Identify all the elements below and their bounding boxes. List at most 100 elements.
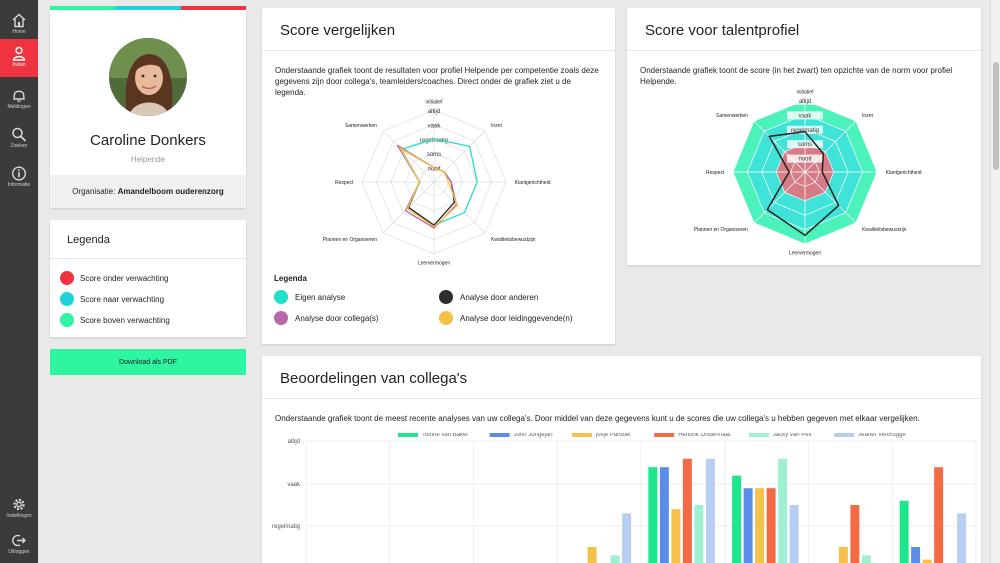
axis-label-samenwerken: Samenwerken xyxy=(716,113,748,119)
organisation-value: Amandelboom ouderenzorg xyxy=(117,187,224,196)
scrollbar[interactable] xyxy=(990,0,1000,563)
bar-jeanet-verbrugge xyxy=(789,505,799,563)
axis-label-kwaliteitsbewustzijn: Kwaliteitsbewustzijn xyxy=(491,237,536,243)
profile-card: Caroline Donkers Helpende Organisatie: A… xyxy=(50,6,246,208)
bar-legend-jeanet-verbrugge: Jeanet Verbrugge xyxy=(858,433,906,438)
compare-radar-chart: nooit soms regelmatig vaak altijd initiatief I… xyxy=(323,99,551,267)
bar-toinne-van-bakel xyxy=(899,500,909,563)
legend-label-below: Score onder verwachting xyxy=(80,273,169,283)
level-label-bg xyxy=(787,140,823,149)
nav-zoeken[interactable]: Zoeken xyxy=(0,120,38,158)
bar-josje-pardoel xyxy=(587,547,597,563)
legend-item-above: Score boven verwachting xyxy=(60,312,170,328)
nav-instellingen[interactable]: Instellingen xyxy=(0,490,38,528)
level-label-nooit: nooit xyxy=(798,157,811,163)
legend-dot-green xyxy=(60,313,74,327)
level-label-altijd: altijd xyxy=(799,99,811,105)
nav-zoeken-label: Zoeken xyxy=(10,143,28,149)
nav-informatie[interactable]: Informatie xyxy=(0,159,38,197)
bar-hendrik-ondermaat xyxy=(934,467,944,563)
nav-home[interactable]: Home xyxy=(0,6,38,44)
info-icon xyxy=(11,166,27,181)
legend-item-below: Score onder verwachting xyxy=(60,270,169,286)
colleagues-description: Onderstaande grafiek toont de meest rece… xyxy=(275,414,920,423)
colleagues-bar-chart: regelmatig vaak altijd Toinne van Bakel John… xyxy=(272,433,977,563)
search-icon xyxy=(12,127,27,142)
level-label-altijd: altijd xyxy=(428,109,440,115)
nav-inzien[interactable]: Inzien xyxy=(0,39,38,77)
compare-card: Score vergelijken Onderstaande grafiek t… xyxy=(262,8,615,344)
nav-uitloggen[interactable]: Uitloggen xyxy=(0,526,38,563)
avatar xyxy=(109,38,187,116)
gear-icon xyxy=(13,498,25,511)
bar-josje-pardoel xyxy=(755,488,765,563)
bell-icon xyxy=(13,90,25,103)
colleagues-card: Beoordelingen van collega's Onderstaande… xyxy=(262,356,981,563)
user-icon xyxy=(12,46,26,61)
bar-legend-swatch-john-jongejan xyxy=(489,433,510,437)
level-label-bg xyxy=(787,97,823,105)
bar-toinne-van-bakel xyxy=(648,467,658,563)
talent-radar-chart: nooit soms regelmatig vaak altijd initiatief I… xyxy=(694,89,922,257)
bar-john-jongejan xyxy=(911,547,921,563)
bar-legend-swatch-jeanet-verbrugge xyxy=(834,433,855,437)
compare-legend-others-label: Analyse door anderen xyxy=(460,292,539,302)
scrollbar-thumb[interactable] xyxy=(993,62,999,170)
sidebar-nav: Home Inzien Meldingen Zoeken Informatie … xyxy=(0,0,38,563)
legend-dot-colleagues xyxy=(274,311,288,325)
legend-item-expected: Score naar verwachting xyxy=(60,291,164,307)
level-label-regelmatig: regelmatig xyxy=(791,128,819,134)
profile-color-bar xyxy=(50,6,246,10)
axis-label-klantgerichtheid: Klantgerichtheid xyxy=(886,170,922,176)
axis-label-kwaliteitsbewustzijn: Kwaliteitsbewustzijn xyxy=(862,227,907,233)
compare-legend-others: Analyse door anderen xyxy=(439,290,538,304)
nav-uitloggen-label: Uitloggen xyxy=(8,549,30,555)
y-tick-vaak: vaak xyxy=(287,482,301,488)
level-label-soms: soms xyxy=(427,152,441,158)
bar-hendrik-ondermaat xyxy=(766,488,776,563)
radar-series-analyse-door-anderen xyxy=(397,145,456,227)
axis-label-leervermogen: Leervermogen xyxy=(418,261,450,267)
radar-spoke xyxy=(753,171,806,224)
bar-legend-swatch-hendrik-ondermaat xyxy=(654,433,675,437)
colleagues-title: Beoordelingen van collega's xyxy=(262,356,981,399)
legend-dot-red xyxy=(60,271,74,285)
talent-description: Onderstaande grafiek toont de score (in … xyxy=(640,66,953,86)
level-label-nooit: nooit xyxy=(427,167,440,173)
axis-label-plannen-en-organiseren: Plannen en Organiseren xyxy=(323,237,377,243)
y-tick-regelmatig: regelmatig xyxy=(272,524,300,530)
legend-dot-cyan xyxy=(60,292,74,306)
bar-legend-swatch-josje-pardoel xyxy=(571,433,592,437)
nav-home-label: Home xyxy=(12,29,26,35)
compare-legend-managers: Analyse door leidinggevende(n) xyxy=(439,311,573,325)
download-pdf-button[interactable]: Download als PDF xyxy=(50,349,246,375)
nav-meldingen-label: Meldingen xyxy=(7,104,31,110)
bar-jeanet-verbrugge xyxy=(705,458,715,563)
talent-title: Score voor talentprofiel xyxy=(627,8,981,51)
legend-dot-managers xyxy=(439,311,453,325)
compare-legend-own: Eigen analyse xyxy=(274,290,345,304)
bar-legend-swatch-toinne-van-bakel xyxy=(398,433,418,437)
bar-toinne-van-bakel xyxy=(732,475,742,563)
nav-inzien-label: Inzien xyxy=(12,62,26,68)
compare-description: Onderstaande grafiek toont de resultaten… xyxy=(275,66,599,97)
bar-hendrik-ondermaat xyxy=(682,458,692,563)
legend-title: Legenda xyxy=(50,220,246,259)
level-label-bg xyxy=(787,125,823,134)
axis-label-leervermogen: Leervermogen xyxy=(789,251,821,257)
legend-label-above: Score boven verwachting xyxy=(80,315,170,325)
bar-josje-pardoel xyxy=(922,559,932,563)
axis-label-respect: Respect xyxy=(335,180,354,186)
bar-josje-pardoel xyxy=(671,509,681,563)
radar-series-analyse-door-collega-s xyxy=(396,144,458,229)
profile-role: Helpende xyxy=(130,155,166,164)
nav-meldingen[interactable]: Meldingen xyxy=(0,81,38,119)
radar-spoke xyxy=(804,171,857,224)
bar-jeanet-verbrugge xyxy=(622,513,632,563)
level-label-regelmatig: regelmatig xyxy=(420,138,448,144)
legend-card: Legenda Score onder verwachting Score na… xyxy=(50,220,246,337)
bar-josje-pardoel xyxy=(838,547,848,563)
talent-card: Score voor talentprofiel Onderstaande gr… xyxy=(627,8,981,265)
level-label-vaak: vaak xyxy=(799,113,813,119)
compare-legend-managers-label: Analyse door leidinggevende(n) xyxy=(460,313,573,323)
